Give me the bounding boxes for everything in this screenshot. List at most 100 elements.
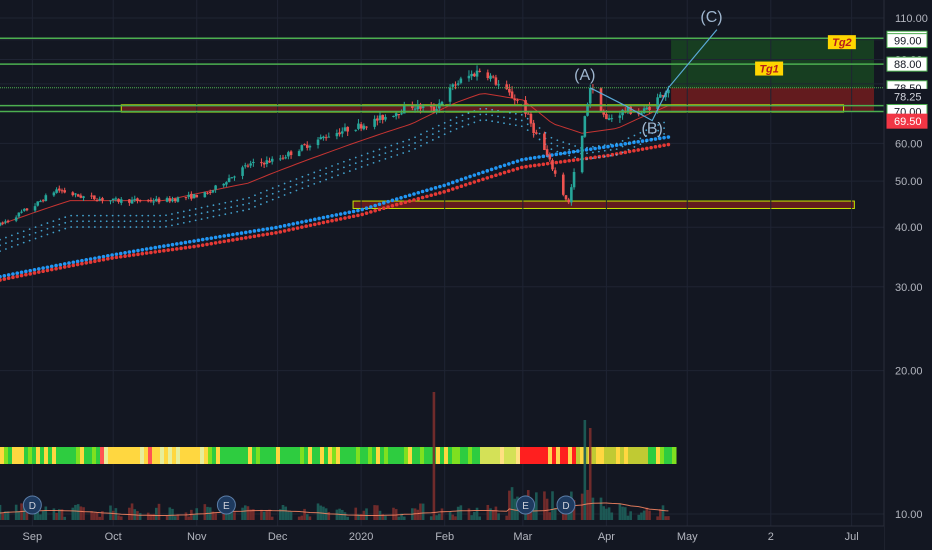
ma-red-dot bbox=[571, 158, 576, 162]
event-marker[interactable] bbox=[216, 495, 236, 515]
ema-cloud-dot bbox=[105, 226, 108, 228]
time-axis[interactable]: Sep Oct Nov Dec 2020 Feb Mar Apr May 2 Jul bbox=[0, 525, 884, 550]
ema-cloud-dot bbox=[236, 210, 239, 213]
candle-body bbox=[354, 129, 358, 131]
ema-cloud-dot bbox=[514, 124, 517, 127]
ma-red-dot bbox=[67, 264, 71, 269]
ma-red-dot bbox=[394, 202, 399, 207]
volume-bar bbox=[90, 511, 93, 520]
candle-body bbox=[567, 199, 570, 203]
event-marker-letter: D bbox=[29, 501, 36, 512]
ema-cloud-dot bbox=[503, 122, 505, 125]
heat-cell bbox=[124, 447, 129, 464]
candle-body bbox=[586, 103, 589, 116]
candle-body bbox=[526, 113, 530, 115]
ma-red-dot bbox=[118, 254, 123, 259]
ema-cloud-dot bbox=[141, 226, 144, 228]
ma-blue-dot bbox=[187, 239, 192, 244]
ema-cloud-dot bbox=[597, 156, 600, 159]
ma-red-dot bbox=[101, 257, 106, 262]
candle-body bbox=[119, 199, 123, 203]
ma-red-dot bbox=[183, 245, 188, 250]
heat-cell bbox=[24, 447, 29, 464]
time-tick-label: Sep bbox=[23, 531, 43, 543]
ema-cloud-dot bbox=[354, 168, 357, 170]
ema-cloud-dot bbox=[360, 166, 363, 168]
ema-cloud-dot bbox=[402, 146, 405, 149]
candle-body bbox=[357, 123, 360, 129]
ema-cloud-dot bbox=[271, 192, 274, 195]
volume-bar bbox=[354, 507, 358, 520]
candle-body bbox=[588, 88, 592, 104]
ema-cloud-dot bbox=[414, 142, 416, 144]
price-axis[interactable]: 110.0099.0090.0080.0070.0060.0050.0040.0… bbox=[883, 0, 932, 550]
volume-bar bbox=[222, 511, 225, 520]
volume-bar bbox=[55, 512, 58, 520]
candle-body bbox=[0, 222, 2, 226]
event-marker[interactable] bbox=[516, 495, 536, 515]
candle-body bbox=[101, 198, 104, 201]
event-marker[interactable] bbox=[22, 495, 42, 515]
volume-bar bbox=[95, 512, 99, 520]
heat-cell bbox=[528, 447, 533, 464]
ma-red-dot bbox=[416, 196, 421, 201]
time-tick-label: May bbox=[677, 531, 698, 543]
candle-body bbox=[640, 113, 643, 115]
heat-cell bbox=[608, 447, 613, 464]
ma-red-dot bbox=[532, 163, 537, 168]
ema-cloud-dot bbox=[509, 117, 511, 120]
ema-cloud-dot bbox=[82, 220, 84, 223]
ma-red-dot bbox=[489, 174, 494, 179]
ma-red-dot bbox=[312, 222, 317, 227]
ema-cloud-dot bbox=[141, 220, 144, 223]
candle-body bbox=[529, 113, 533, 124]
ema-cloud-dot bbox=[609, 143, 612, 146]
ema-cloud-dot bbox=[295, 183, 298, 186]
heat-cell bbox=[224, 447, 229, 464]
volume-bar bbox=[176, 514, 180, 520]
ema-cloud-dot bbox=[562, 152, 565, 155]
ema-cloud-dot bbox=[485, 107, 488, 110]
heat-cell bbox=[348, 447, 353, 464]
ema-cloud-dot bbox=[171, 224, 173, 227]
volume-bar bbox=[583, 420, 587, 520]
event-marker[interactable] bbox=[556, 495, 576, 515]
candle-body bbox=[155, 198, 158, 202]
heat-cell bbox=[440, 447, 445, 464]
ema-cloud-dot bbox=[319, 169, 322, 172]
candle-body bbox=[605, 113, 608, 120]
ma-blue-dot bbox=[243, 230, 248, 235]
ma-red-dot bbox=[334, 218, 339, 222]
ema-cloud-dot bbox=[455, 127, 458, 130]
heat-cell bbox=[396, 447, 401, 464]
candle-body bbox=[98, 198, 102, 201]
heat-cell bbox=[620, 447, 625, 464]
volume-bar bbox=[505, 515, 508, 520]
ema-cloud-dot bbox=[372, 156, 375, 158]
heat-cell bbox=[536, 447, 541, 464]
volume-bar bbox=[548, 512, 552, 520]
ema-cloud-dot bbox=[592, 157, 594, 160]
ma-blue-dot bbox=[593, 146, 597, 151]
ma-red-dot bbox=[649, 145, 653, 150]
ma-blue-dot bbox=[412, 192, 416, 196]
volume-bar bbox=[489, 508, 492, 520]
candle-body bbox=[281, 157, 285, 159]
ema-cloud-dot bbox=[491, 108, 494, 111]
volume-bar bbox=[184, 512, 188, 520]
candle-body bbox=[535, 132, 538, 134]
ema-cloud-dot bbox=[426, 130, 428, 133]
ma-blue-dot bbox=[356, 208, 360, 213]
heat-cell bbox=[168, 447, 173, 464]
heat-cell bbox=[144, 447, 149, 464]
candle-body bbox=[664, 92, 667, 98]
candle-body bbox=[109, 200, 112, 202]
ma-red-dot bbox=[93, 259, 97, 264]
ma-red-dot bbox=[123, 254, 127, 258]
heat-cell bbox=[176, 447, 181, 464]
candle-body bbox=[25, 208, 29, 211]
ema-cloud-dot bbox=[443, 127, 446, 130]
candle-body bbox=[93, 195, 96, 200]
ma-blue-dot bbox=[170, 242, 175, 247]
